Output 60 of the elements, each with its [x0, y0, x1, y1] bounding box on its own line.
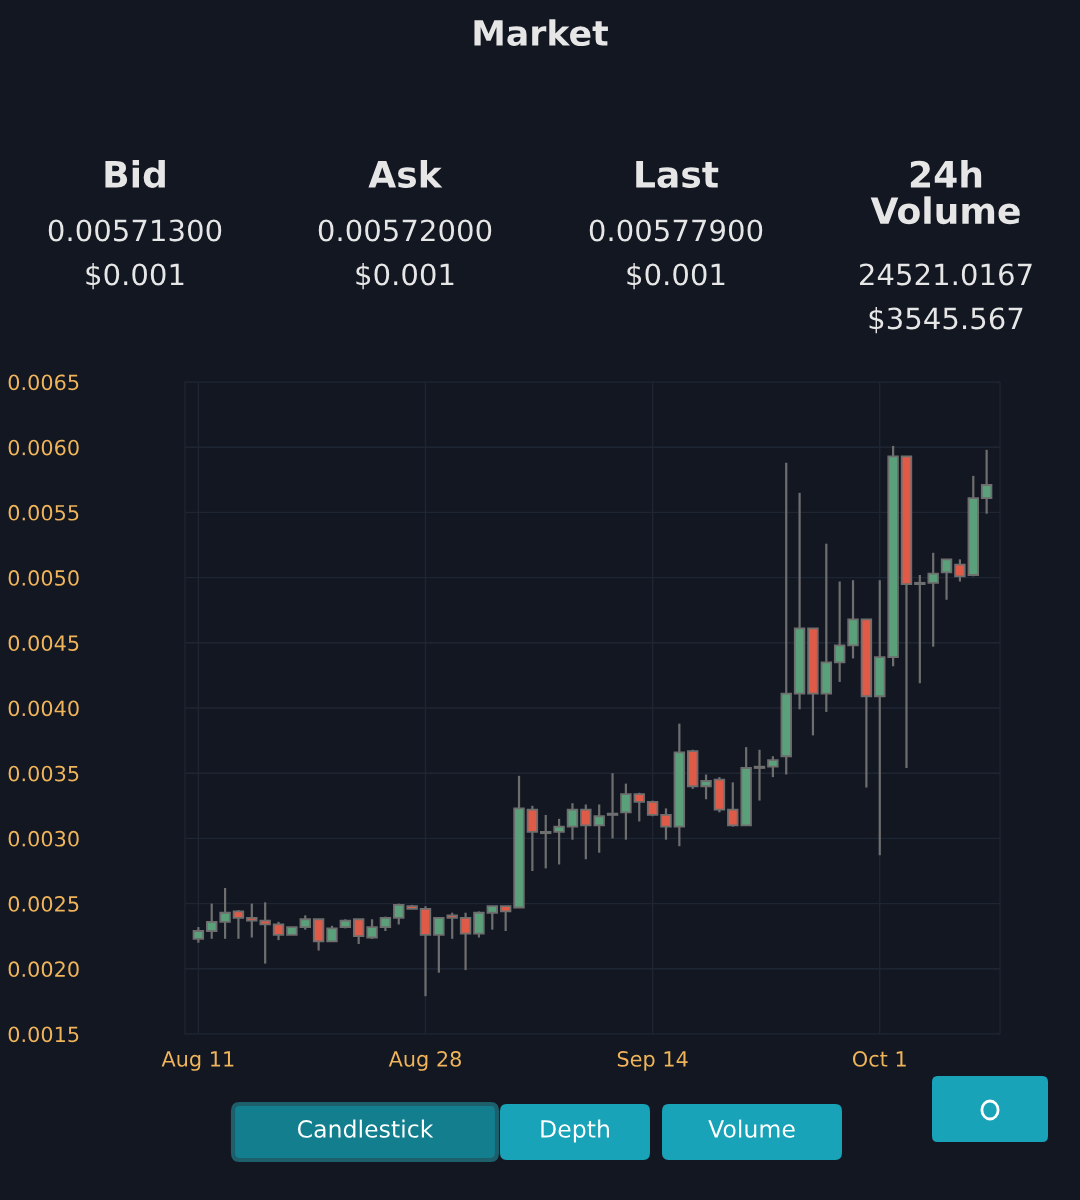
y-tick-label: 0.0065 — [8, 374, 79, 391]
text: 0.00571300 — [48, 219, 222, 242]
candlestick — [272, 920, 285, 942]
candlestick — [446, 911, 458, 940]
text: Ask — [368, 160, 443, 188]
y-tick-label: 0.0015 — [8, 1026, 79, 1043]
candlestick — [459, 911, 472, 972]
candlestick — [633, 791, 645, 823]
candlestick — [833, 580, 846, 684]
x-tick-label: Sep 14 — [617, 1051, 688, 1071]
y-tick-label: 0.0055 — [8, 504, 79, 521]
x-tick-label: Aug 28 — [388, 1051, 461, 1071]
text: Candlestick — [297, 1119, 434, 1138]
candlestick — [660, 807, 672, 841]
y-tick-label: 0.0060 — [8, 439, 79, 456]
candlestick — [700, 773, 712, 801]
candlestick — [473, 910, 485, 939]
y-tick-label: 0.0045 — [8, 635, 79, 652]
x-tick-label: Oct 1 — [852, 1051, 906, 1067]
candlestick — [433, 916, 445, 974]
text: Bid — [105, 160, 165, 188]
candlestick — [352, 918, 365, 946]
candlestick — [219, 886, 231, 940]
candlestick — [620, 782, 632, 841]
y-tick-label: 0.0020 — [8, 961, 79, 978]
text: 0.00572000 — [318, 219, 492, 242]
y-tick-label: 0.0035 — [8, 765, 79, 782]
candlestick — [526, 804, 539, 873]
candlestick — [940, 558, 953, 601]
x-tick-label: Aug 11 — [161, 1051, 234, 1071]
candlestick — [366, 918, 378, 940]
candlestick — [486, 905, 499, 931]
candlestick — [606, 772, 619, 840]
text: Market — [474, 19, 608, 47]
text: 24521.0167 — [859, 263, 1032, 286]
text: $3545.567 — [869, 306, 1023, 334]
y-tick-label: 0.0050 — [8, 570, 79, 586]
y-tick-label: 0.0040 — [8, 700, 79, 717]
text: Last — [636, 161, 719, 188]
candlestick — [980, 448, 993, 515]
text: 24h Volume — [870, 160, 1020, 225]
candlestick — [954, 558, 966, 583]
candlestick — [753, 748, 766, 802]
candlestick — [553, 817, 565, 866]
text: Volume — [708, 1119, 795, 1138]
text: Depth — [541, 1119, 609, 1143]
y-tick-label: 0.0025 — [8, 896, 79, 912]
text: $0.001 — [627, 262, 725, 290]
text: $0.001 — [356, 262, 454, 290]
candlestick — [499, 905, 512, 933]
text: 0.00577900 — [589, 219, 763, 242]
candlestick — [540, 813, 552, 870]
candlestick — [727, 781, 739, 828]
candlestick — [767, 755, 779, 779]
text: $0.001 — [86, 262, 184, 290]
candlestick — [566, 802, 579, 841]
candlestick — [206, 902, 218, 940]
y-tick-label: 0.0030 — [8, 830, 79, 847]
candlestick — [312, 918, 325, 952]
candlestick — [232, 909, 245, 940]
